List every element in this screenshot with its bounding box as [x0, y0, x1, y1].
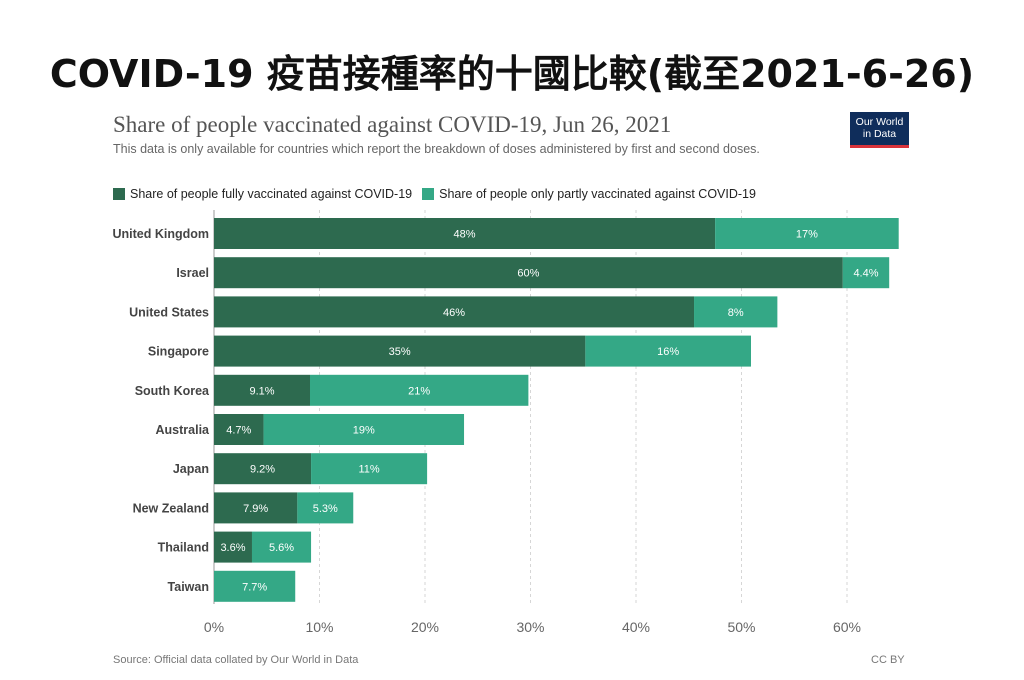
x-tick-label: 20%: [411, 619, 439, 635]
data-label: 3.6%: [220, 542, 245, 554]
bar-fully-vaccinated: [214, 296, 695, 328]
category-label: Thailand: [158, 541, 209, 555]
data-label: 8%: [728, 307, 744, 319]
x-tick-label: 40%: [622, 619, 650, 635]
bar-partly-vaccinated: [214, 570, 296, 602]
data-label: 19%: [353, 425, 375, 437]
x-tick-label: 30%: [516, 619, 544, 635]
bar-fully-vaccinated: [214, 414, 264, 445]
data-label: 9.1%: [249, 385, 274, 397]
data-label: 5.3%: [313, 503, 338, 515]
data-label: 7.7%: [242, 581, 267, 593]
bar-fully-vaccinated: [214, 531, 252, 563]
bar-fully-vaccinated: [214, 257, 843, 289]
bar-fully-vaccinated: [214, 374, 311, 406]
logo-line-2: in Data: [862, 128, 897, 140]
headline: COVID-19 疫苗接種率的十國比較(截至2021-6-26): [49, 52, 975, 96]
legend-swatch-partly: [422, 188, 435, 200]
data-label: 48%: [454, 229, 476, 241]
bar-partly-vaccinated: [263, 414, 465, 445]
x-tick-label: 0%: [204, 619, 224, 635]
legend-label-fully: Share of people fully vaccinated against…: [130, 187, 413, 201]
legend-item-partly[interactable]: Share of people only partly vaccinated a…: [422, 187, 756, 201]
source-note: Source: Official data collated by Our Wo…: [113, 654, 359, 666]
legend: Share of people fully vaccinated against…: [113, 187, 766, 201]
x-tick-label: 50%: [727, 619, 755, 635]
data-label: 21%: [408, 385, 430, 397]
category-label: Singapore: [148, 345, 209, 359]
license-note[interactable]: CC BY: [871, 654, 905, 666]
data-label: 35%: [389, 346, 411, 358]
bar-partly-vaccinated: [694, 296, 778, 328]
data-label: 60%: [517, 268, 539, 280]
category-label: Japan: [173, 462, 209, 476]
data-label: 17%: [796, 229, 818, 241]
bar-partly-vaccinated: [585, 335, 751, 367]
data-label: 16%: [657, 346, 679, 358]
category-label: United Kingdom: [112, 227, 209, 241]
bar-partly-vaccinated: [311, 453, 428, 485]
bar-fully-vaccinated: [214, 218, 716, 249]
chart-title: Share of people vaccinated against COVID…: [113, 112, 672, 137]
category-label: New Zealand: [133, 501, 209, 515]
legend-swatch-fully: [113, 188, 125, 200]
x-tick-label: 10%: [305, 619, 333, 635]
data-label: 11%: [358, 464, 379, 476]
bar-fully-vaccinated: [214, 492, 298, 524]
legend-label-partly: Share of people only partly vaccinated a…: [439, 187, 756, 201]
bar-fully-vaccinated: [214, 335, 586, 367]
bar-partly-vaccinated: [251, 531, 312, 563]
data-label: 7.9%: [243, 503, 268, 515]
category-label: Taiwan: [168, 580, 209, 594]
category-label: South Korea: [135, 384, 210, 398]
legend-item-fully[interactable]: Share of people fully vaccinated against…: [113, 187, 412, 201]
bar-partly-vaccinated: [715, 218, 899, 249]
category-label: Israel: [176, 266, 209, 280]
category-label: Australia: [156, 423, 211, 437]
category-label: United States: [129, 305, 209, 319]
bar-partly-vaccinated: [297, 492, 354, 524]
bar-fully-vaccinated: [214, 453, 312, 485]
chart-subtitle: This data is only available for countrie…: [113, 142, 760, 156]
data-label: 5.6%: [269, 542, 294, 554]
data-label: 4.4%: [853, 268, 878, 280]
data-label: 4.7%: [226, 425, 251, 437]
data-label: 9.2%: [250, 464, 275, 476]
data-label: 46%: [443, 307, 465, 319]
bar-partly-vaccinated: [310, 374, 529, 406]
x-tick-label: 60%: [833, 619, 861, 635]
bar-partly-vaccinated: [842, 257, 890, 289]
owid-logo[interactable]: Our World in Data: [850, 112, 909, 148]
logo-line-1: Our World: [855, 116, 904, 128]
